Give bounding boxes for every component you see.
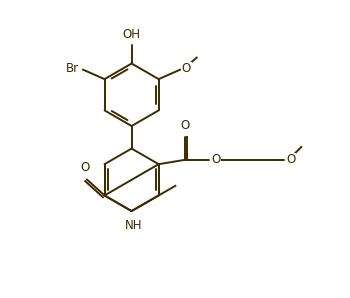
Text: OH: OH: [122, 28, 141, 41]
Text: O: O: [211, 153, 220, 166]
Text: O: O: [182, 62, 191, 75]
Text: Br: Br: [66, 62, 79, 75]
Text: O: O: [180, 119, 189, 132]
Text: NH: NH: [125, 219, 142, 232]
Text: O: O: [287, 153, 296, 166]
Text: O: O: [80, 161, 90, 174]
